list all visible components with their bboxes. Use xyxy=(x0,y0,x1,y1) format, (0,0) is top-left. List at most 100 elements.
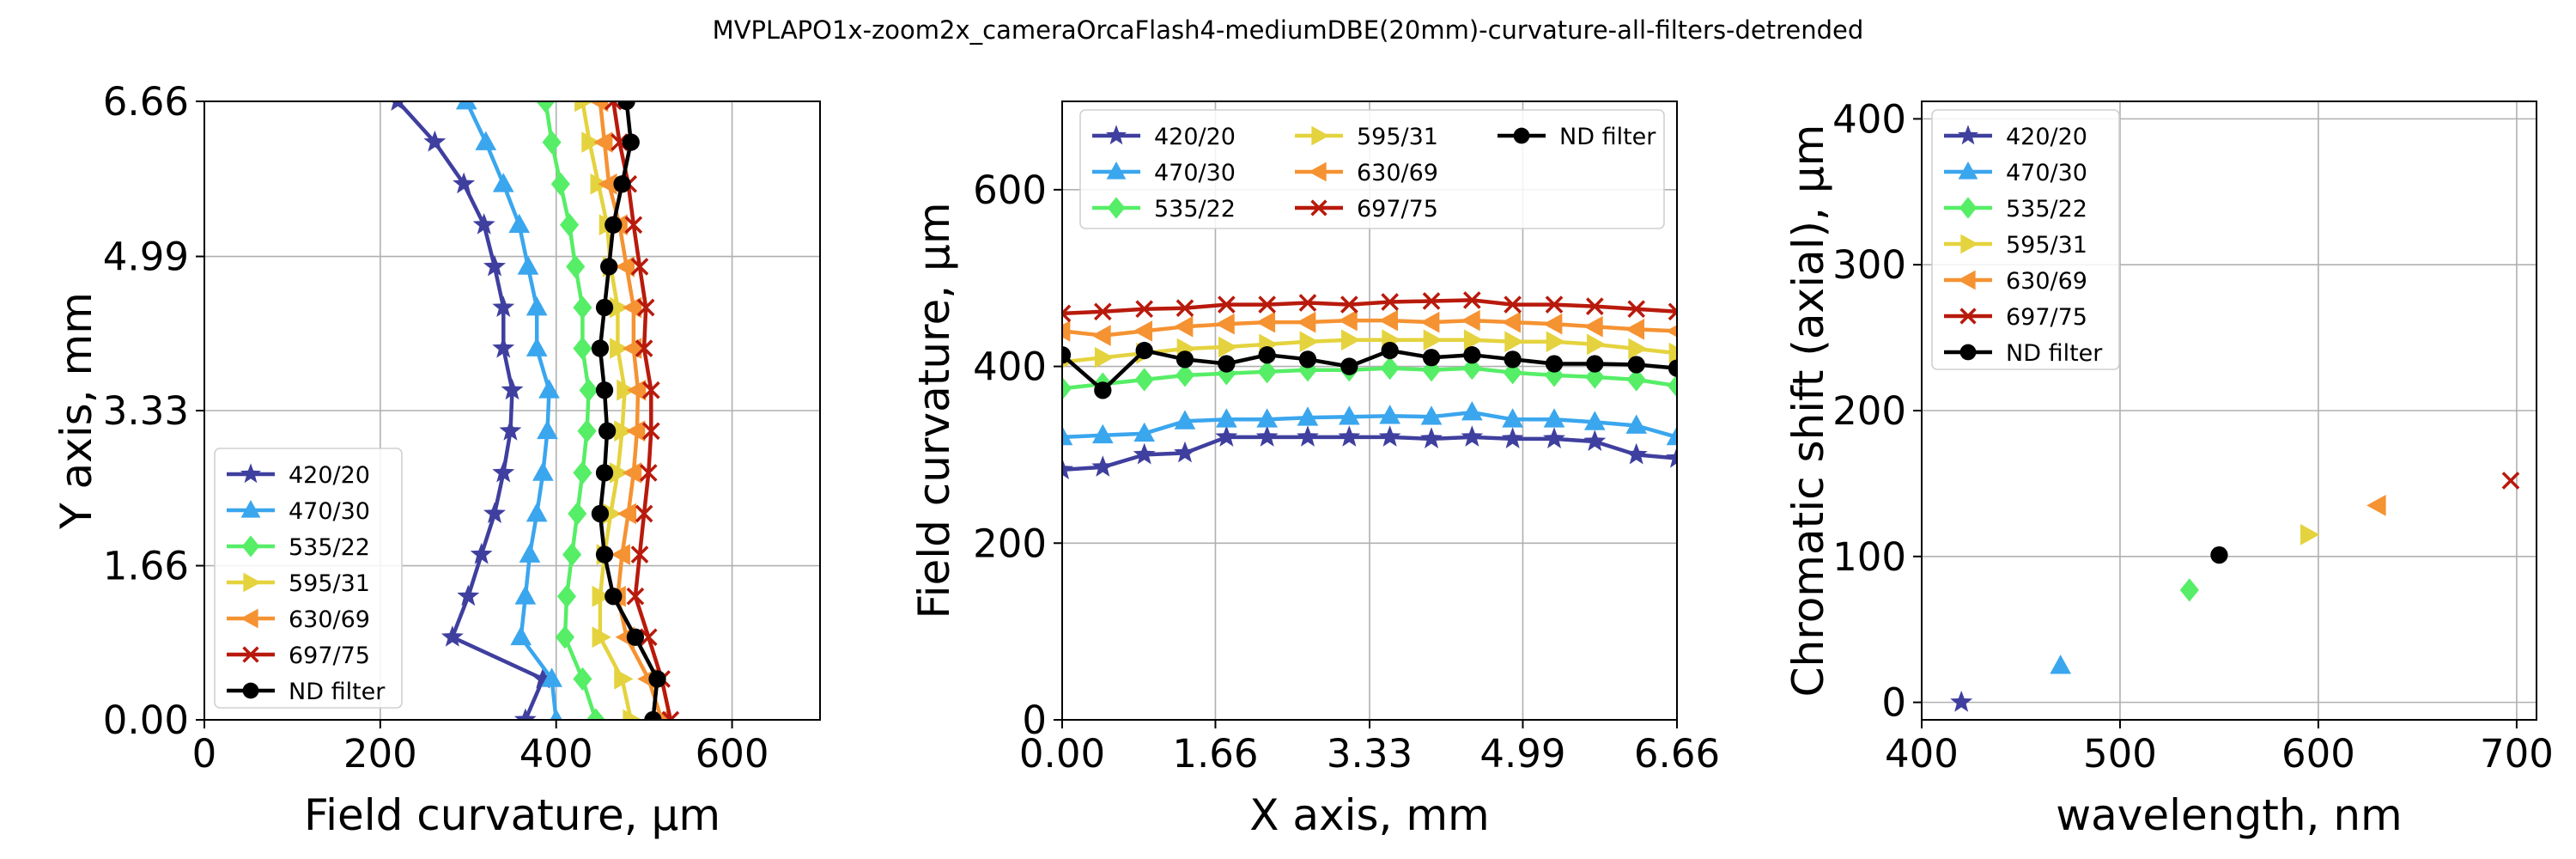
series-470-30 xyxy=(1062,401,1677,446)
series-420-20 xyxy=(1062,425,1677,479)
legend-box xyxy=(214,448,403,709)
data-point xyxy=(492,173,514,192)
data-point xyxy=(537,419,558,440)
legend-entry-nd-filter: ND filter xyxy=(1498,124,1656,150)
series-470-30 xyxy=(2050,655,2072,674)
data-point xyxy=(1133,442,1156,465)
axes-frame xyxy=(1061,101,1678,721)
data-point xyxy=(636,298,655,317)
data-point xyxy=(1173,315,1194,338)
data-point xyxy=(1258,346,1276,364)
legend-marker xyxy=(242,646,259,663)
data-point xyxy=(641,422,660,441)
data-point xyxy=(1420,427,1443,448)
data-point xyxy=(622,462,642,484)
series-nd-filter xyxy=(1062,341,1677,399)
data-point xyxy=(588,101,609,113)
data-point xyxy=(1256,408,1279,428)
panel-chromatic-shift: 400 500 600 700 0 100 200 300 400 wavelength, nm C… xyxy=(1783,96,2554,840)
data-point xyxy=(1546,331,1566,353)
legend-entry-630-69: 630/69 xyxy=(1944,268,2087,295)
data-point xyxy=(591,504,610,523)
data-point xyxy=(1218,336,1238,358)
data-point xyxy=(532,667,555,689)
data-point xyxy=(1504,295,1522,314)
legend-label: 420/20 xyxy=(2006,124,2087,150)
data-point xyxy=(1062,320,1071,342)
legend: 420/20 470/30 535/22 595/31 630/69 697/75 ND f… xyxy=(1079,109,1665,229)
data-point xyxy=(1378,425,1401,447)
legend-marker xyxy=(241,535,260,557)
legend-marker xyxy=(1309,161,1327,182)
data-point xyxy=(1298,294,1317,312)
y-axis-label: Chromatic shift (axial), µm xyxy=(1783,125,1833,698)
data-point xyxy=(573,295,592,320)
data-point xyxy=(1218,355,1236,373)
data-point xyxy=(1381,341,1399,360)
y-tick-label: 0 xyxy=(1022,698,1047,743)
legend-marker xyxy=(243,572,261,593)
legend-label: 535/22 xyxy=(289,534,370,561)
data-point xyxy=(595,381,614,399)
legend-label: 470/30 xyxy=(2006,160,2087,186)
data-point xyxy=(1463,346,1481,364)
legend-entry-535-22: 535/22 xyxy=(227,534,370,561)
legend-label: 630/69 xyxy=(1357,160,1438,186)
plot-area xyxy=(391,101,680,720)
legend-entry-nd-filter: ND filter xyxy=(227,679,386,705)
data-point xyxy=(1666,425,1677,446)
legend-marker xyxy=(1958,161,1978,180)
data-point xyxy=(635,339,653,357)
data-point xyxy=(613,175,631,193)
data-point xyxy=(573,460,592,485)
data-point xyxy=(1461,309,1480,332)
data-point xyxy=(472,213,495,235)
legend-marker xyxy=(240,500,261,518)
data-point xyxy=(1950,691,1973,712)
x-tick-label: 0.00 xyxy=(1019,731,1105,777)
data-point xyxy=(440,625,464,647)
x-tick-label: 400 xyxy=(519,731,593,777)
data-point xyxy=(1091,455,1115,477)
legend-label: 630/69 xyxy=(2006,268,2087,295)
legend-entry-470-30: 470/30 xyxy=(1092,160,1236,186)
data-point xyxy=(1586,333,1607,356)
legend-marker xyxy=(1107,197,1126,219)
legend-entry-697-75: 697/75 xyxy=(227,643,370,669)
data-point xyxy=(550,172,570,196)
legend-entry-595-31: 595/31 xyxy=(1944,232,2087,259)
data-point xyxy=(562,542,582,567)
legend-marker xyxy=(240,463,261,484)
data-point xyxy=(2366,495,2386,516)
data-point xyxy=(2210,545,2228,564)
legend-label: 697/75 xyxy=(289,643,370,669)
data-point xyxy=(1668,302,1677,321)
data-point xyxy=(610,296,629,319)
legend-entry-470-30: 470/30 xyxy=(227,498,370,525)
data-point xyxy=(626,379,647,401)
data-point xyxy=(577,419,597,443)
series-420-20 xyxy=(391,101,555,720)
data-point xyxy=(555,625,575,649)
data-point xyxy=(593,131,613,153)
legend-marker xyxy=(1959,344,1977,361)
data-point xyxy=(1094,346,1115,369)
data-point xyxy=(492,460,515,483)
data-point xyxy=(1340,295,1358,314)
data-point xyxy=(1586,355,1604,373)
data-point xyxy=(538,379,560,399)
data-point xyxy=(1338,425,1361,447)
data-point xyxy=(595,464,614,482)
data-point xyxy=(602,503,623,525)
data-point xyxy=(542,130,562,155)
data-point xyxy=(592,585,611,607)
data-point xyxy=(1176,350,1194,369)
data-point xyxy=(1583,315,1603,338)
data-point xyxy=(611,544,630,565)
plot-area xyxy=(1062,291,1677,479)
data-point xyxy=(1585,297,1604,315)
data-point xyxy=(1628,338,1648,360)
data-point xyxy=(1627,300,1646,319)
data-point xyxy=(617,379,636,401)
data-point xyxy=(1461,401,1483,421)
